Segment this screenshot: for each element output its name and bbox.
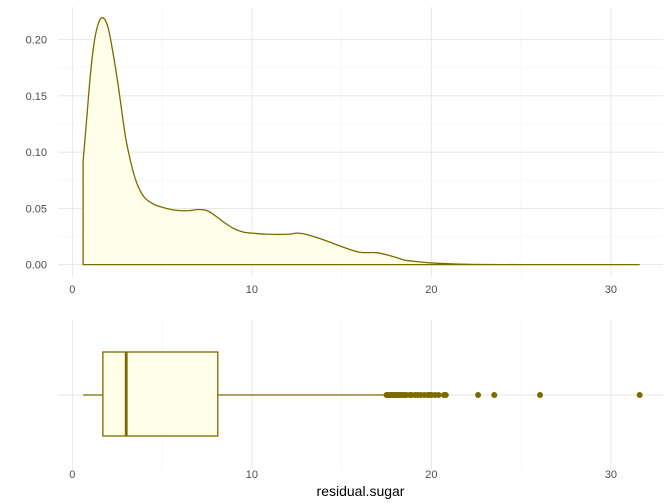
boxplot-panel: 0 10 20 30 residual.sugar — [58, 320, 663, 499]
boxplot-x-tick-label: 10 — [246, 469, 258, 481]
boxplot-outlier-point — [537, 392, 544, 398]
boxplot-outlier-point — [491, 392, 498, 398]
density-y-ticks: 0.00 0.05 0.10 0.15 0.20 — [26, 35, 47, 272]
boxplot-outlier-point — [435, 392, 442, 398]
density-x-ticks: 0 10 20 30 — [69, 284, 617, 296]
density-x-tick-label: 20 — [425, 284, 437, 296]
density-panel: 0.00 0.05 0.10 0.15 0.20 0 10 20 30 — [26, 7, 663, 296]
density-y-tick-label: 0.15 — [26, 91, 47, 103]
density-line — [82, 17, 640, 266]
density-y-tick-label: 0.20 — [26, 35, 47, 47]
boxplot-outlier-point — [442, 392, 449, 398]
density-x-tick-label: 10 — [246, 284, 258, 296]
density-x-tick-label: 0 — [69, 284, 75, 296]
density-area — [83, 17, 640, 265]
boxplot-x-tick-label: 0 — [69, 469, 75, 481]
density-y-tick-label: 0.10 — [26, 147, 47, 159]
boxplot-x-ticks: 0 10 20 30 — [69, 469, 617, 481]
density-x-tick-label: 30 — [605, 284, 617, 296]
boxplot-box — [102, 351, 219, 437]
boxplot-x-tick-label: 30 — [605, 469, 617, 481]
boxplot-x-tick-label: 20 — [425, 469, 437, 481]
boxplot-outlier-point — [475, 392, 482, 398]
x-axis-title: residual.sugar — [317, 483, 405, 499]
density-y-tick-label: 0.05 — [26, 203, 47, 215]
density-y-tick-label: 0.00 — [26, 260, 47, 272]
boxplot-outliers — [383, 392, 643, 398]
boxplot-outlier-point — [636, 392, 643, 398]
